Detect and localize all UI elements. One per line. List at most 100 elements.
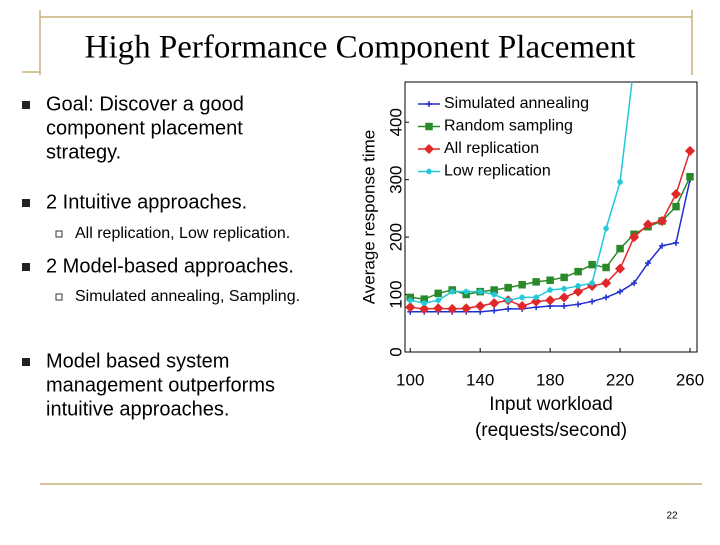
point bbox=[588, 260, 596, 269]
point bbox=[491, 291, 498, 298]
bullet-marker bbox=[22, 263, 30, 271]
point bbox=[533, 294, 540, 301]
point bbox=[423, 143, 435, 155]
point bbox=[645, 259, 652, 266]
x-tick-label: 100 bbox=[396, 370, 424, 389]
point bbox=[425, 122, 433, 131]
point bbox=[475, 300, 486, 312]
point bbox=[559, 292, 570, 303]
point bbox=[491, 307, 498, 314]
point bbox=[519, 294, 526, 301]
point bbox=[642, 219, 654, 230]
point bbox=[602, 263, 610, 272]
point bbox=[426, 168, 432, 175]
point bbox=[490, 286, 498, 294]
bullet-marker bbox=[55, 230, 63, 238]
bullet-text: 2 Model-based approaches. bbox=[46, 255, 294, 277]
bullet-text: Simulated annealing, Sampling. bbox=[75, 288, 300, 305]
point bbox=[631, 280, 638, 287]
point bbox=[489, 298, 500, 309]
x-tick-label: 140 bbox=[466, 370, 494, 389]
bullet-text: All replication, Low replication. bbox=[75, 225, 290, 242]
point bbox=[546, 276, 554, 284]
point bbox=[601, 278, 612, 289]
point bbox=[603, 294, 610, 301]
point bbox=[461, 303, 472, 314]
point bbox=[407, 297, 414, 304]
bullet-text: intuitive approaches. bbox=[46, 398, 229, 420]
point bbox=[421, 300, 428, 307]
y-tick-label: 0 bbox=[386, 347, 405, 356]
legend-label: Simulated annealing bbox=[444, 95, 589, 112]
point bbox=[505, 305, 512, 312]
bullet-text: strategy. bbox=[46, 141, 121, 163]
point bbox=[419, 303, 430, 314]
point bbox=[603, 225, 610, 232]
point bbox=[505, 297, 512, 304]
point bbox=[575, 301, 582, 308]
point bbox=[447, 303, 458, 314]
point bbox=[617, 178, 624, 185]
point bbox=[589, 298, 596, 305]
plot-area bbox=[405, 82, 696, 315]
bullet-marker bbox=[55, 293, 63, 301]
x-tick-label: 260 bbox=[676, 370, 704, 389]
point bbox=[545, 295, 556, 306]
bullet-text: component placement bbox=[46, 117, 243, 139]
y-tick-label: 400 bbox=[386, 108, 405, 136]
point bbox=[504, 283, 512, 292]
point bbox=[561, 285, 568, 292]
point bbox=[656, 215, 668, 227]
point bbox=[616, 244, 624, 253]
point bbox=[617, 288, 624, 295]
legend-label: Random sampling bbox=[444, 118, 573, 135]
y-tick-label: 300 bbox=[386, 165, 405, 193]
point bbox=[575, 282, 582, 289]
point bbox=[561, 303, 568, 310]
point bbox=[615, 263, 626, 274]
bullet-text: 2 Intuitive approaches. bbox=[46, 191, 247, 213]
point bbox=[434, 289, 442, 298]
point bbox=[659, 242, 666, 249]
point bbox=[531, 296, 542, 307]
x-axis-label: Input workload bbox=[489, 394, 613, 415]
chart: 0 100 200 300 400 100 140 180 220 260 Average resp… bbox=[359, 81, 704, 441]
y-tick-label: 200 bbox=[386, 223, 405, 251]
point bbox=[574, 267, 582, 276]
legend-label: Low replication bbox=[444, 163, 551, 180]
point bbox=[684, 145, 696, 156]
point bbox=[628, 232, 640, 243]
point bbox=[433, 303, 444, 314]
bullet-marker bbox=[22, 101, 30, 109]
point bbox=[532, 278, 540, 286]
point bbox=[670, 188, 682, 200]
bullet-marker bbox=[22, 199, 30, 207]
slide-title: High Performance Component Placement bbox=[85, 30, 636, 66]
y-axis-label: Average response time bbox=[359, 130, 378, 305]
bullet-marker bbox=[22, 358, 30, 366]
point bbox=[686, 173, 694, 181]
point bbox=[547, 286, 554, 293]
point bbox=[560, 273, 568, 282]
x-tick-label: 180 bbox=[536, 370, 564, 389]
y-tick-label: 100 bbox=[386, 280, 405, 308]
x-tick-label: 220 bbox=[606, 370, 634, 389]
point bbox=[673, 239, 680, 246]
point bbox=[518, 281, 526, 289]
point bbox=[517, 300, 528, 312]
point bbox=[426, 101, 432, 107]
plot-frame bbox=[404, 81, 698, 353]
legend-label: All replication bbox=[444, 140, 539, 157]
bullet-text: Goal: Discover a good bbox=[46, 93, 244, 115]
point bbox=[463, 288, 470, 295]
bullet-text: Model based system bbox=[46, 350, 229, 372]
point bbox=[449, 288, 456, 295]
point bbox=[435, 297, 442, 304]
point bbox=[589, 280, 596, 287]
bullet-text: management outperforms bbox=[46, 374, 275, 396]
point bbox=[672, 202, 680, 211]
page-number: 22 bbox=[666, 511, 678, 522]
point bbox=[573, 286, 584, 297]
